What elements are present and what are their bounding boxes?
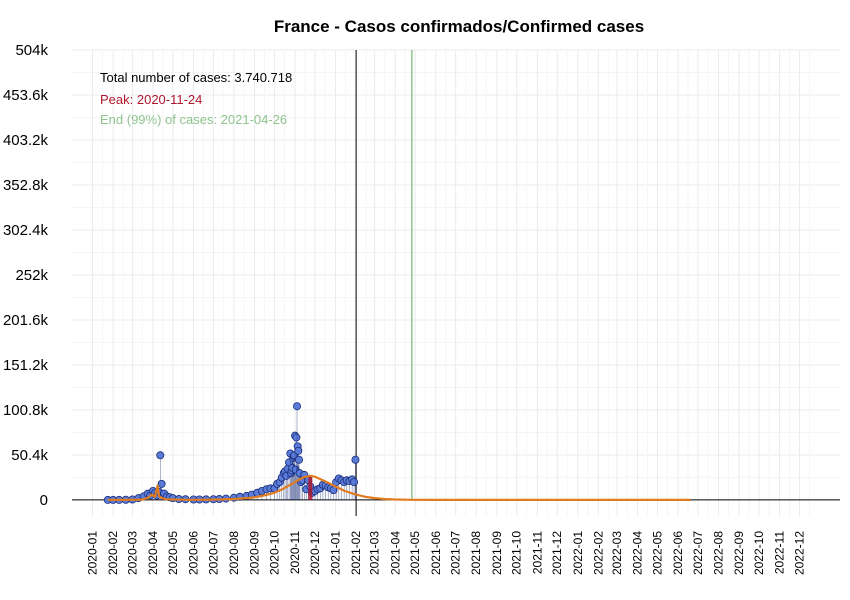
x-tick-label: 2020-05 <box>166 531 180 575</box>
data-point <box>156 451 165 460</box>
x-tick-label: 2020-11 <box>288 531 302 574</box>
x-tick-label: 2022-11 <box>773 531 787 574</box>
y-tick-label: 453.6k <box>3 87 49 104</box>
x-tick-label: 2020-02 <box>106 531 120 575</box>
y-tick-label: 151.2k <box>3 357 49 374</box>
end-annotation: End (99%) of cases: 2021-04-26 <box>100 112 287 127</box>
y-tick-label: 0 <box>40 492 48 509</box>
x-tick-label: 2020-12 <box>308 531 322 575</box>
peak-marker <box>308 475 313 500</box>
y-tick-label: 352.8k <box>3 177 49 194</box>
data-point <box>157 479 166 488</box>
x-tick-label: 2021-04 <box>388 531 402 575</box>
data-point <box>351 455 360 464</box>
x-tick-label: 2020-01 <box>86 531 100 575</box>
y-tick-label: 201.6k <box>3 312 49 329</box>
x-tick-label: 2020-10 <box>267 531 281 575</box>
x-tick-label: 2021-01 <box>329 531 343 575</box>
x-tick-label: 2021-11 <box>530 531 544 574</box>
total-cases-annotation: Total number of cases: 3.740.718 <box>100 70 292 85</box>
x-tick-label: 2022-09 <box>732 531 746 575</box>
x-tick-label: 2021-08 <box>469 531 483 575</box>
y-tick-label: 504k <box>15 42 48 59</box>
x-tick-label: 2021-10 <box>510 531 524 575</box>
x-tick-label: 2021-02 <box>349 531 363 575</box>
x-tick-label: 2022-04 <box>631 531 645 575</box>
x-axis-ticks: 2020-01 2020-02 2020-03 2020-04 2020-05 2020-… <box>86 531 807 575</box>
x-tick-label: 2022-05 <box>650 531 664 575</box>
y-tick-label: 302.4k <box>3 222 49 239</box>
x-tick-label: 2020-06 <box>186 531 200 575</box>
x-tick-label: 2022-02 <box>591 531 605 575</box>
x-tick-label: 2020-03 <box>125 531 139 575</box>
y-tick-label: 403.2k <box>3 132 49 149</box>
x-tick-label: 2022-10 <box>752 531 766 575</box>
x-tick-label: 2021-12 <box>550 531 564 575</box>
x-tick-label: 2020-04 <box>146 531 160 575</box>
y-axis-ticks: 504k 453.6k 403.2k 352.8k 302.4k 252k 201.6k 15… <box>3 42 49 509</box>
y-tick-label: 100.8k <box>3 402 49 419</box>
fit-line <box>107 474 691 501</box>
x-tick-label: 2021-06 <box>429 531 443 575</box>
x-tick-label: 2021-03 <box>368 531 382 575</box>
data-point <box>294 446 303 455</box>
chart-title: France - Casos confirmados/Confirmed cas… <box>274 17 644 36</box>
x-tick-label: 2021-05 <box>408 531 422 575</box>
x-tick-label: 2022-06 <box>671 531 685 575</box>
peak-annotation: Peak: 2020-11-24 <box>100 92 202 107</box>
y-tick-label: 252k <box>15 267 48 284</box>
fit-curve <box>107 474 691 501</box>
data-point <box>350 478 359 487</box>
x-tick-label: 2022-01 <box>571 531 585 575</box>
x-tick-label: 2022-08 <box>712 531 726 575</box>
x-tick-label: 2022-07 <box>691 531 705 575</box>
x-tick-label: 2020-09 <box>248 531 262 575</box>
data-point <box>295 455 304 464</box>
x-tick-label: 2020-07 <box>206 531 220 575</box>
x-tick-label: 2021-09 <box>490 531 504 575</box>
x-tick-label: 2022-03 <box>610 531 624 575</box>
x-tick-label: 2020-08 <box>227 531 241 575</box>
grid-lines <box>72 49 840 516</box>
data-point <box>292 433 301 442</box>
data-point <box>293 402 302 411</box>
x-tick-label: 2022-12 <box>793 531 807 575</box>
y-tick-label: 50.4k <box>11 447 48 464</box>
x-tick-label: 2021-07 <box>449 531 463 575</box>
